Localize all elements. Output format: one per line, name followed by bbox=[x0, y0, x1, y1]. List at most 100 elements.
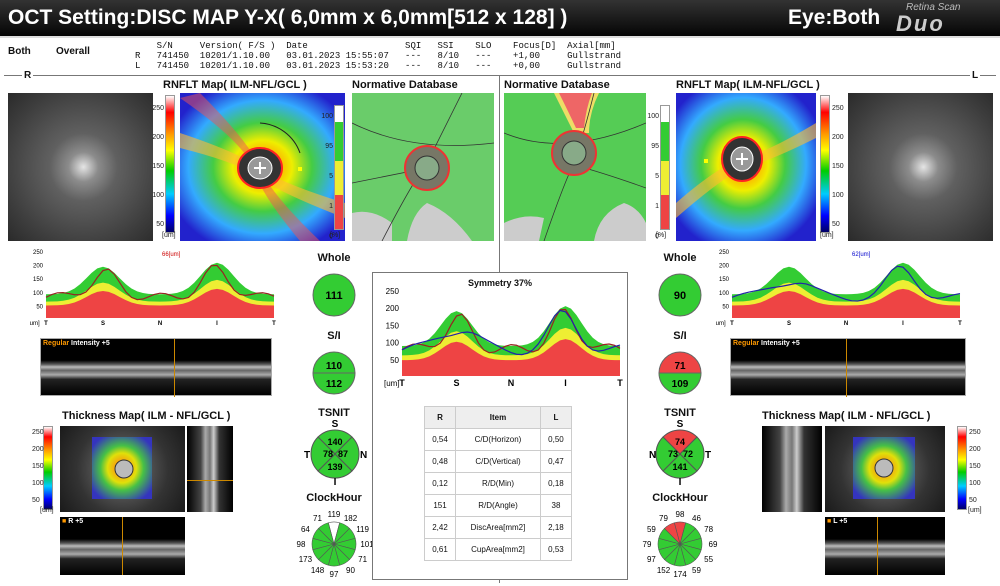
x-tick-label: T bbox=[617, 378, 623, 388]
tsnit-quadrant bbox=[662, 429, 698, 455]
si-circle-right: 110 112 bbox=[312, 351, 356, 395]
oct-bscan-right[interactable]: Regular Intensity +5 bbox=[40, 338, 272, 397]
svg-text:110: 110 bbox=[326, 361, 343, 372]
tsnit-quadrant bbox=[317, 453, 353, 479]
whole-title-left: Whole bbox=[663, 252, 697, 264]
y-tick-label: 250 bbox=[33, 250, 44, 256]
tsnit-i-value: 139 bbox=[327, 462, 342, 472]
oct-bscan2-right[interactable]: ■ R +5 bbox=[60, 517, 185, 575]
normdb-map-left[interactable] bbox=[504, 93, 646, 241]
x-tick-label: N bbox=[844, 321, 848, 327]
clock-value: 101 bbox=[360, 540, 374, 549]
thickness-curve bbox=[731, 265, 961, 302]
thickmap-ticks-right: 250 200 150 100 50 bbox=[32, 429, 44, 504]
normdb-ticks-right: 100 95 5 1 0 bbox=[321, 113, 333, 240]
clock-value: 64 bbox=[301, 525, 310, 534]
clock-value: 119 bbox=[356, 525, 369, 534]
svg-text:90: 90 bbox=[674, 290, 686, 302]
bscan2-cursor bbox=[877, 517, 878, 575]
x-tick-label: S bbox=[453, 378, 459, 388]
clock-value: 182 bbox=[344, 514, 358, 523]
tsnit-quadrant bbox=[317, 429, 353, 455]
oct-vertical-right[interactable] bbox=[187, 426, 233, 512]
y-tick-label: 150 bbox=[719, 277, 730, 283]
clock-value: 98 bbox=[297, 540, 306, 549]
x-tick-label: T bbox=[399, 378, 405, 388]
clock-value: 174 bbox=[673, 570, 687, 579]
thickness-title-right: Thickness Map( ILM - NFL/GCL ) bbox=[62, 410, 231, 422]
bscan2-label-left: ■ L +5 bbox=[827, 518, 848, 525]
normdb-map-right[interactable] bbox=[352, 93, 494, 241]
tsnit-circle-right: S I T N 140 139 78 87 bbox=[304, 419, 367, 486]
clock-value: 55 bbox=[704, 555, 713, 564]
svg-text:111: 111 bbox=[325, 290, 342, 302]
tsnit-n-value: 72 bbox=[683, 449, 693, 459]
thickness-curve bbox=[45, 264, 275, 301]
rnflt-title-right: RNFLT Map( ILM-NFL/GCL ) bbox=[163, 79, 307, 91]
normdb-colorbar-right bbox=[334, 105, 344, 230]
x-tick-label: S bbox=[787, 321, 791, 327]
x-tick-label: I bbox=[216, 321, 218, 327]
bscan2-label-right: ■ R +5 bbox=[62, 518, 84, 525]
whole-title-right: Whole bbox=[317, 252, 351, 264]
y-tick-label: 200 bbox=[386, 304, 400, 313]
logo-bottom: Duo bbox=[896, 11, 945, 36]
marker-label: 62[um] bbox=[852, 252, 871, 258]
thickmap-um-left: [um] bbox=[968, 507, 982, 514]
clock-value: 69 bbox=[709, 540, 718, 549]
tsnit-chart-left[interactable]: 250 200 150 100 50 T S N I T [um] 62[um] bbox=[716, 246, 966, 330]
info-overall: Overall bbox=[56, 46, 90, 57]
table-head-l: L bbox=[539, 406, 573, 429]
y-tick-label: 100 bbox=[33, 291, 44, 297]
oct-vertical-left[interactable] bbox=[762, 426, 822, 512]
fundus-image-left[interactable] bbox=[848, 93, 993, 241]
x-tick-label: T bbox=[272, 321, 276, 327]
tsnit-s-value: 74 bbox=[675, 437, 685, 447]
whole-circle-left: 90 bbox=[658, 273, 702, 317]
tsnit-t-value: 78 bbox=[323, 449, 333, 459]
x-tick-label: T bbox=[44, 321, 48, 327]
y-tick-label: 100 bbox=[386, 339, 400, 348]
tsnit-quadrant bbox=[662, 453, 698, 479]
clock-value: 119 bbox=[328, 510, 341, 519]
info-right-row: R 741450 10201/1.10.00 03.01.2023 15:55:… bbox=[135, 51, 622, 61]
normdb-title-right: Normative Database bbox=[352, 79, 458, 91]
thickness-title-left: Thickness Map( ILM - NFL/GCL ) bbox=[762, 410, 931, 422]
table-row: 0,54 C/D(Horizon) 0,50 bbox=[423, 428, 573, 451]
rnflt-title-left: RNFLT Map( ILM-NFL/GCL ) bbox=[676, 79, 820, 91]
normdb-ticks-left: 100 95 5 1 0 bbox=[647, 113, 659, 240]
thickness-curve bbox=[401, 309, 621, 356]
oct-bscan2-left[interactable]: ■ L +5 bbox=[825, 517, 945, 575]
oct-bscan-left[interactable]: Regular Intensity +5 bbox=[730, 338, 966, 397]
x-unit-label: [um] bbox=[30, 321, 40, 327]
colorbar-ticks-right: 250 200 150 100 50 bbox=[152, 105, 164, 228]
x-tick-label: I bbox=[564, 378, 567, 388]
x-unit-label: [um] bbox=[384, 379, 400, 388]
whole-circle-right: 111 bbox=[312, 273, 356, 317]
rnflt-map-right[interactable] bbox=[180, 93, 345, 241]
thickness-map-left[interactable] bbox=[825, 426, 945, 512]
y-tick-label: 50 bbox=[390, 356, 399, 365]
thickness-colorbar-left bbox=[820, 95, 830, 233]
clock-value: 46 bbox=[692, 514, 701, 523]
tsnit-circle-left: S I N T 74 141 73 72 bbox=[649, 419, 711, 486]
clock-title-right: ClockHour bbox=[306, 492, 362, 504]
y-tick-label: 150 bbox=[33, 277, 44, 283]
y-tick-label: 200 bbox=[719, 264, 730, 270]
symmetry-title: Symmetry 37% bbox=[467, 278, 533, 288]
fundus-image-right[interactable] bbox=[8, 93, 153, 241]
svg-text:112: 112 bbox=[326, 379, 343, 390]
si-circle-left: 71 109 bbox=[658, 351, 702, 395]
thickmap-ticks-left: 250 200 150 100 50 bbox=[969, 429, 981, 504]
bscan-cursor bbox=[846, 339, 847, 397]
bscan-cursor bbox=[174, 339, 175, 397]
tsnit-quadrant bbox=[310, 436, 336, 472]
rnflt-map-left[interactable] bbox=[676, 93, 816, 241]
thickmap-um-right: [um] bbox=[40, 507, 54, 514]
info-left-row: L 741450 10201/1.10.00 03.01.2023 15:53:… bbox=[135, 61, 622, 71]
thickness-map-right[interactable] bbox=[60, 426, 185, 512]
clock-value: 97 bbox=[647, 555, 656, 564]
tsnit-chart-right[interactable]: 250 200 150 100 50 T S N I T [um] 66[um] bbox=[30, 246, 280, 330]
